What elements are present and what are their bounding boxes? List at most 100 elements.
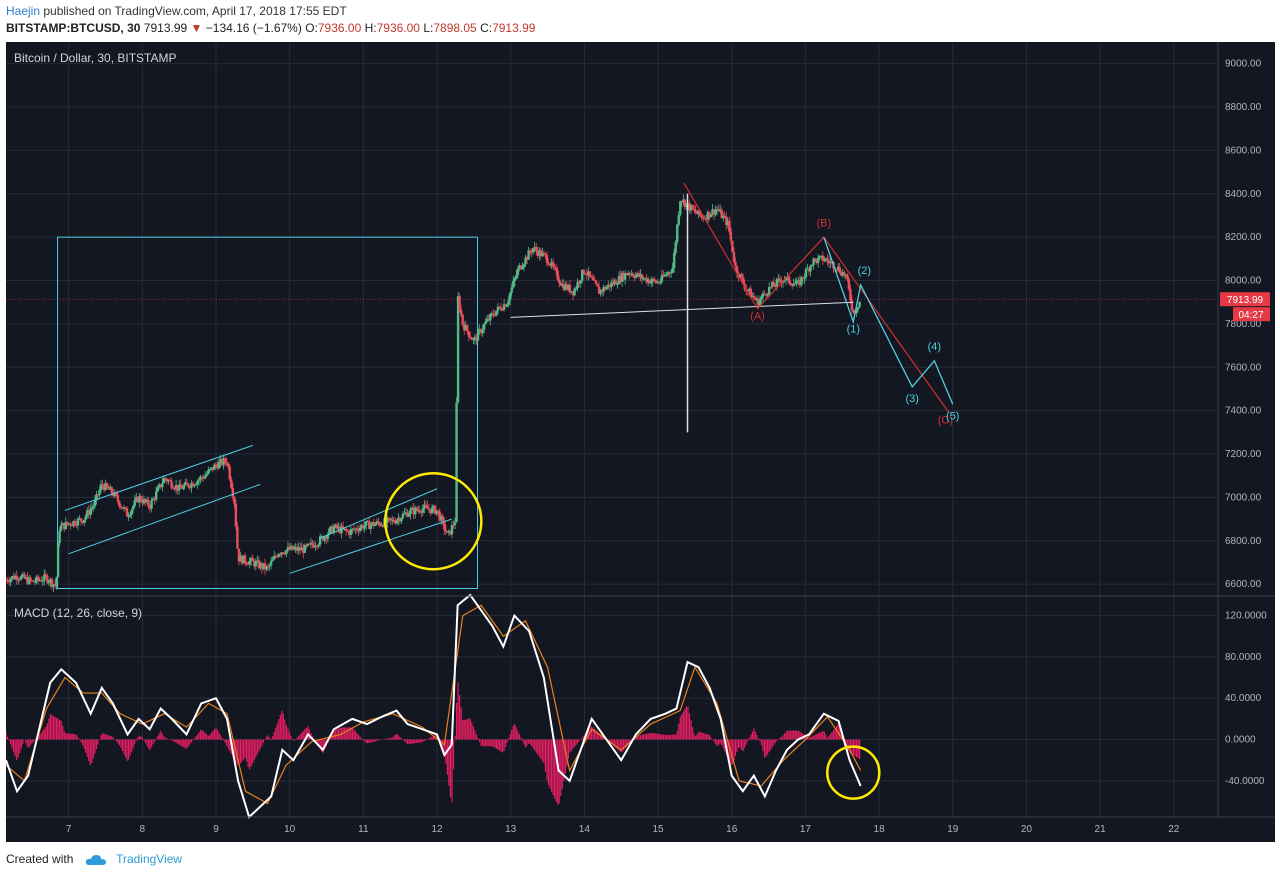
candle-body: [643, 277, 647, 279]
candle-body: [626, 273, 630, 275]
candle-body: [574, 288, 578, 290]
candle-body: [253, 561, 256, 567]
candle-body: [591, 277, 595, 280]
candle-body: [181, 487, 184, 490]
candle-body: [551, 261, 555, 267]
candle-body: [193, 484, 196, 487]
candle-body: [749, 288, 752, 298]
candle-body: [809, 265, 812, 272]
candle-body: [110, 487, 113, 494]
candle-body: [455, 402, 458, 523]
candle-body: [352, 528, 356, 530]
candle-body: [254, 561, 257, 567]
chart-svg[interactable]: (A) (B) (C) (1) (2) (3) (4) (5) 9000.00 8800.00 8…: [6, 42, 1275, 842]
candle-body: [400, 518, 403, 522]
candle-body: [490, 313, 494, 315]
candle-body: [266, 566, 270, 568]
candle-body: [230, 479, 233, 488]
candle-body: [231, 487, 235, 498]
candle-body: [76, 518, 80, 526]
candle-body: [705, 217, 708, 220]
candle-body: [459, 309, 463, 315]
candle-body: [767, 286, 771, 295]
candle-body: [138, 496, 141, 503]
candle-body: [702, 217, 705, 219]
candle-body: [29, 577, 32, 581]
candle-body: [817, 257, 820, 264]
candle-body: [679, 201, 682, 215]
price-candles: [6, 194, 861, 593]
candle-body: [613, 280, 616, 285]
price-tick-label: 7400.00: [1225, 406, 1262, 417]
candle-body: [7, 581, 11, 583]
candle-body: [173, 488, 176, 490]
macd-tick-label: 40.0000: [1225, 693, 1262, 704]
candle-body: [447, 530, 451, 532]
candle-body: [305, 545, 308, 547]
candle-body: [608, 284, 612, 288]
tradingview-link[interactable]: TradingView: [116, 852, 183, 866]
down-arrow-icon: ▼: [190, 21, 203, 35]
candle-body: [164, 477, 167, 479]
time-tick-label: 13: [505, 824, 517, 835]
candle-body: [159, 484, 162, 488]
candle-body: [694, 209, 697, 213]
candle-body: [668, 272, 671, 274]
candle-body: [366, 520, 369, 522]
candle-body: [386, 517, 389, 523]
candle-body: [280, 552, 284, 555]
candle-body: [190, 483, 193, 488]
candle-body: [72, 520, 75, 526]
candle-body: [619, 275, 622, 282]
candle-body: [361, 525, 365, 529]
candle-body: [516, 268, 520, 276]
countdown-badge: [1233, 307, 1270, 322]
candle-body: [561, 283, 564, 286]
trend-channel-line: [289, 518, 452, 574]
candle-body: [826, 258, 829, 261]
candle-body: [89, 509, 92, 515]
author-link[interactable]: Haejin: [6, 4, 41, 18]
candle-body: [168, 480, 172, 482]
time-tick-label: 22: [1168, 824, 1180, 835]
candle-body: [288, 546, 291, 550]
candle-body: [444, 529, 448, 532]
candle-body: [227, 463, 230, 467]
candle-body: [82, 519, 86, 523]
candle-body: [340, 526, 343, 534]
candle-body: [75, 524, 78, 526]
candle-body: [525, 257, 529, 260]
candle-body: [847, 279, 851, 290]
candle-body: [545, 255, 549, 263]
candle-body: [501, 309, 504, 311]
candle-body: [170, 480, 173, 488]
candle-body: [417, 510, 420, 512]
candle-body: [579, 280, 582, 284]
candle-body: [602, 286, 605, 292]
candle-body: [676, 224, 679, 243]
candle-body: [292, 548, 296, 550]
candle-body: [790, 284, 794, 287]
low-value: 7898.05: [433, 21, 477, 35]
candle-body: [472, 339, 475, 341]
candle-body: [279, 553, 282, 555]
candle-body: [409, 509, 412, 515]
candle-body: [58, 530, 61, 544]
candle-body: [823, 260, 826, 262]
candle-body: [423, 504, 426, 509]
published-text: published on TradingView.com, April 17, …: [40, 4, 347, 18]
wave-label: (4): [928, 341, 941, 353]
wave-annotations[interactable]: (A) (B) (C) (1) (2) (3) (4) (5): [64, 182, 960, 574]
candle-body: [371, 522, 374, 525]
annotation-rectangle[interactable]: [57, 236, 479, 589]
price-tick-label: 7600.00: [1225, 362, 1262, 373]
candle-body: [815, 259, 818, 264]
candle-body: [430, 507, 434, 514]
candle-body: [142, 499, 146, 504]
candle-body: [115, 492, 118, 496]
candle-body: [518, 265, 521, 269]
candle-body: [380, 525, 383, 527]
symbol-label: BITSTAMP:BTCUSD, 30: [6, 21, 141, 35]
chart-area[interactable]: (A) (B) (C) (1) (2) (3) (4) (5) 9000.00 8800.00 8…: [6, 42, 1275, 842]
candle-body: [259, 563, 262, 568]
